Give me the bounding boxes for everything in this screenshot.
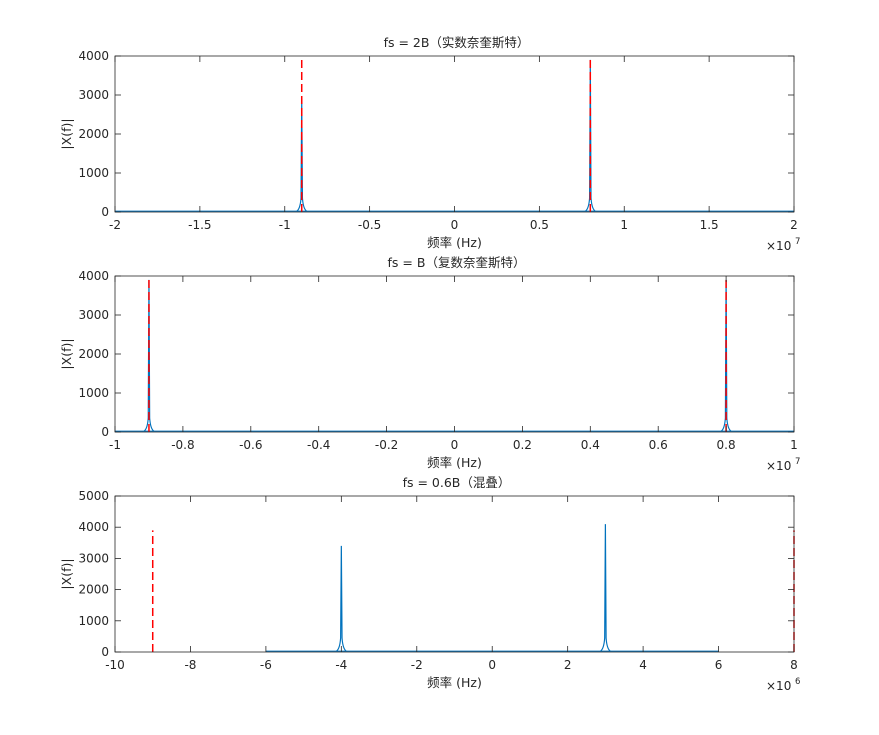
x-tick-label: 0.4 [581,438,600,452]
subplot-title: fs = B（复数奈奎斯特） [388,255,526,270]
x-tick-label: -1.5 [188,218,211,232]
y-axis-label: |X(f)| [59,338,74,369]
x-tick-label: 0.2 [513,438,532,452]
x-tick-label: 8 [790,658,798,672]
x-tick-label: -0.2 [375,438,398,452]
x-multiplier-exponent: 6 [795,677,800,687]
x-tick-label: 6 [715,658,723,672]
y-tick-label: 1000 [78,166,109,180]
y-tick-label: 4000 [78,520,109,534]
subplot-title: fs = 2B（实数奈奎斯特） [384,35,530,50]
x-tick-label: -1 [279,218,291,232]
y-tick-label: 4000 [78,269,109,283]
plot-area [115,276,794,432]
x-tick-label: -2 [109,218,121,232]
x-tick-label: -0.5 [358,218,381,232]
x-multiplier-exponent: 7 [795,237,800,247]
y-tick-label: 3000 [78,88,109,102]
y-tick-label: 2000 [78,347,109,361]
x-tick-label: -10 [105,658,125,672]
y-tick-label: 2000 [78,127,109,141]
x-tick-label: 2 [564,658,572,672]
y-tick-label: 5000 [78,489,109,503]
x-tick-label: 4 [639,658,647,672]
subplot-3: -10 -8 -6 -4 -2 0 2 4 6 8 0 1000 2000 3000 4000 5000 fs … [59,475,800,693]
y-tick-label: 0 [101,645,109,659]
y-tick-label: 1000 [78,386,109,400]
x-multiplier-base: ×10 [766,459,791,473]
x-tick-label: -1 [109,438,121,452]
subplot-title: fs = 0.6B（混叠） [403,475,511,490]
y-tick-label: 0 [101,205,109,219]
x-tick-label: 1.5 [700,218,719,232]
x-tick-label: -2 [411,658,423,672]
subplot-1: -2 -1.5 -1 -0.5 0 0.5 1 1.5 2 0 1000 2000 3000 4000 fs… [59,35,800,253]
y-tick-label: 1000 [78,614,109,628]
y-tick-label: 3000 [78,308,109,322]
x-axis-label: 频率 (Hz) [427,675,482,690]
spectrum-peak-1 [143,279,155,432]
x-tick-label: 0.6 [649,438,668,452]
y-axis-label: |X(f)| [59,558,74,589]
x-multiplier-base: ×10 [766,679,791,693]
subplot-2: -1 -0.8 -0.6 -0.4 -0.2 0 0.2 0.4 0.6 0.8 1 0 1000 200… [59,255,800,473]
y-axis-label: |X(f)| [59,118,74,149]
x-tick-label: 0 [451,218,459,232]
x-multiplier-base: ×10 [766,239,791,253]
spectrum-peak-2 [584,59,596,212]
x-tick-label: 0 [488,658,496,672]
spectrum-peak-1 [335,545,347,652]
x-tick-label: 2 [790,218,798,232]
y-tick-label: 4000 [78,49,109,63]
y-tick-label: 3000 [78,551,109,565]
x-tick-label: -6 [260,658,272,672]
y-tick-label: 0 [101,425,109,439]
x-tick-label: -4 [335,658,347,672]
axes-box [114,495,795,653]
x-tick-label: 0.5 [530,218,549,232]
x-tick-label: 0 [451,438,459,452]
y-tick-label: 2000 [78,583,109,597]
x-tick-label: 1 [790,438,798,452]
x-axis-label: 频率 (Hz) [427,235,482,250]
x-axis-label: 频率 (Hz) [427,455,482,470]
x-tick-label: -0.6 [239,438,262,452]
x-tick-label: 0.8 [717,438,736,452]
plot-area [115,496,794,652]
x-tick-label: -0.4 [307,438,330,452]
plot-area [115,56,794,212]
x-tick-label: 1 [620,218,628,232]
x-tick-label: -0.8 [171,438,194,452]
x-multiplier-exponent: 7 [795,457,800,467]
spectrum-peak-2 [600,524,611,652]
x-tick-label: -8 [184,658,196,672]
